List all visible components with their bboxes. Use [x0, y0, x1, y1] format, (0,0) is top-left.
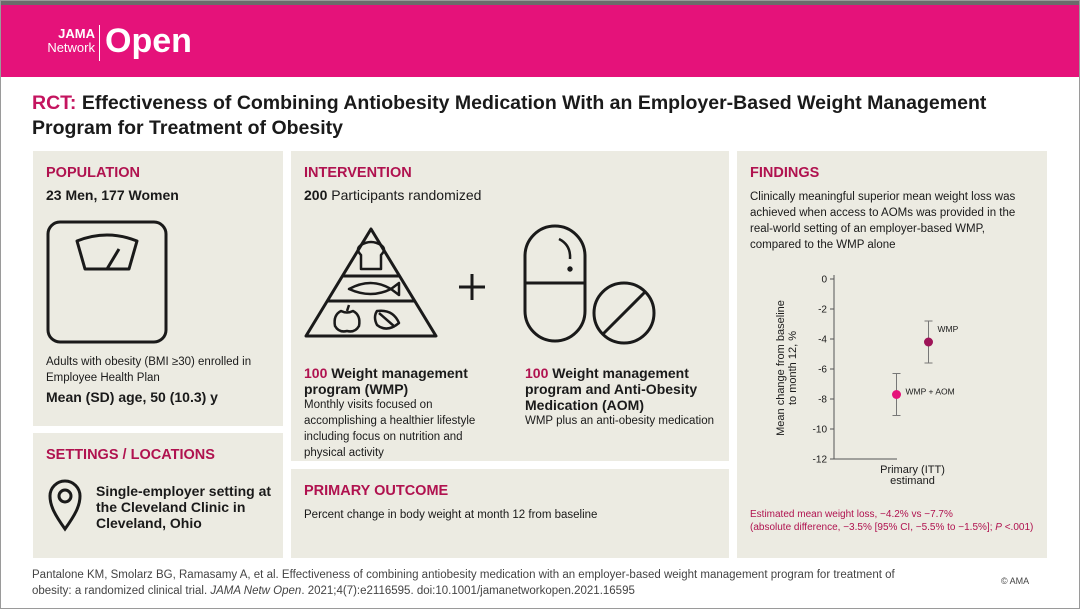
outcome-panel: PRIMARY OUTCOME Percent change in body w…: [291, 469, 729, 558]
scale-icon: [46, 220, 168, 344]
randomized: 200 Participants randomized: [304, 187, 481, 203]
summary-line: (absolute difference, −3.5% [95% CI, −5.…: [750, 521, 1045, 534]
logo-top: JAMA: [58, 26, 95, 41]
title-prefix: RCT:: [32, 92, 77, 114]
citation-text: . 2021;4(7):e2116595. doi:10.1001/jamane…: [301, 585, 635, 597]
citation: Pantalone KM, Smolarz BG, Ramasamy A, et…: [32, 567, 932, 599]
y-tick-label: -4: [818, 335, 827, 346]
summary-line: Estimated mean weight loss, −4.2% vs −7.…: [750, 509, 953, 520]
panel-heading: SETTINGS / LOCATIONS: [46, 447, 215, 463]
copyright: © AMA: [1001, 576, 1030, 586]
arm-n: 100: [525, 365, 549, 381]
point: [892, 390, 901, 399]
logo-divider: [99, 25, 100, 61]
arm-name: Weight management program (WMP): [304, 365, 468, 397]
citation-text: Pantalone KM, Smolarz BG, Ramasamy A, et…: [32, 569, 895, 597]
point: [924, 337, 933, 347]
outcome-text: Percent change in body weight at month 1…: [304, 509, 598, 521]
arm-1: 100 Weight management program (WMP) Mont…: [304, 365, 504, 461]
y-tick-label: -12: [813, 455, 828, 466]
population-age: Mean (SD) age, 50 (10.3) y: [46, 389, 218, 405]
point-label: WMP: [938, 324, 959, 334]
intervention-icons: [304, 224, 656, 345]
location-icon: [48, 479, 82, 532]
summary-text: <.001): [1001, 522, 1034, 533]
y-tick-label: -2: [818, 305, 827, 316]
arm-n: 100: [304, 365, 328, 381]
y-tick-label: -6: [818, 365, 827, 376]
arm-description: WMP plus an anti-obesity medication: [525, 415, 714, 427]
citation-journal: JAMA Netw Open: [210, 585, 302, 597]
logo-main: Open: [105, 22, 192, 60]
panel-heading: POPULATION: [46, 165, 140, 181]
panel-heading: FINDINGS: [750, 165, 820, 181]
arm-2: 100 Weight management program and Anti-O…: [525, 365, 725, 429]
summary-text: (absolute difference, −3.5% [95% CI, −5.…: [750, 522, 996, 533]
point-label: WMP + AOM: [906, 387, 955, 397]
panel-heading: PRIMARY OUTCOME: [304, 483, 449, 499]
randomized-text: Participants randomized: [331, 187, 482, 203]
top-rule: [1, 1, 1079, 5]
arm-description: Monthly visits focused on accomplishing …: [304, 399, 476, 459]
header: JAMA Network Open: [1, 5, 1079, 77]
y-tick-label: -10: [813, 425, 828, 436]
findings-summary: Estimated mean weight loss, −4.2% vs −7.…: [750, 508, 1045, 534]
panel-heading: INTERVENTION: [304, 165, 412, 181]
title-text: Effectiveness of Combining Antiobesity M…: [32, 92, 987, 139]
x-tick-label: Primary (ITT) estimand: [880, 464, 945, 487]
chart-area: Mean change from baseline to month 12, %…: [737, 261, 1047, 501]
population-description: Adults with obesity (BMI ≥30) enrolled i…: [46, 356, 252, 384]
intervention-panel: INTERVENTION 200 Participants randomized…: [291, 151, 729, 461]
settings-panel: SETTINGS / LOCATIONS Single-employer set…: [33, 433, 283, 558]
logo-text: JAMA Network: [29, 27, 95, 55]
population-panel: POPULATION 23 Men, 177 Women Adults with…: [33, 151, 283, 426]
findings-panel: FINDINGS Clinically meaningful superior …: [737, 151, 1047, 558]
summary-p: P: [995, 522, 1002, 533]
randomized-n: 200: [304, 187, 328, 203]
y-tick-label: -8: [818, 395, 827, 406]
settings-text: Single-employer setting at the Cleveland…: [96, 483, 272, 531]
arm-name: Weight management program and Anti-Obesi…: [525, 365, 698, 413]
findings-text: Clinically meaningful superior mean weig…: [750, 191, 1016, 251]
logo-bottom: Network: [47, 40, 95, 55]
chart: 0 -2 -4 -6 -8 -10 -12 WMP WMP + AOM: [813, 275, 959, 466]
y-tick-label: 0: [821, 275, 827, 286]
population-counts: 23 Men, 177 Women: [46, 187, 179, 203]
title: RCT: Effectiveness of Combining Antiobes…: [32, 91, 1042, 141]
